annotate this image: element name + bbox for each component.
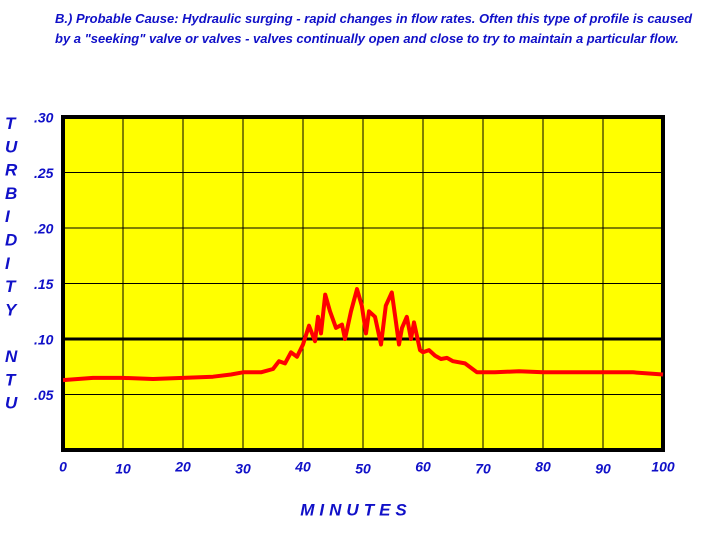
- x-tick-label: 90: [595, 461, 611, 477]
- data-line: [62, 287, 664, 383]
- x-tick-label: 50: [355, 461, 371, 477]
- y-tick-label: .20: [34, 221, 54, 237]
- y-tick-label: .15: [34, 276, 54, 292]
- chart-subtitle: by a "seeking" valve or valves - valves …: [55, 31, 679, 46]
- x-tick-label: 0: [59, 459, 67, 475]
- x-tick-label: 100: [651, 459, 675, 475]
- x-axis-label: MINUTES: [300, 500, 412, 519]
- y-tick-label: .10: [34, 332, 54, 348]
- x-tick-label: 10: [115, 461, 131, 477]
- y-tick-label: .30: [34, 110, 54, 126]
- x-tick-label: 60: [415, 459, 431, 475]
- y-tick-label: .25: [34, 165, 54, 181]
- y-tick-label: .05: [34, 387, 54, 403]
- x-tick-label: 40: [294, 459, 311, 475]
- chart-title: B.) Probable Cause: Hydraulic surging - …: [55, 11, 693, 26]
- plot-border: [61, 115, 665, 452]
- x-tick-label: 30: [235, 461, 251, 477]
- x-tick-label: 20: [174, 459, 191, 475]
- x-tick-label: 80: [535, 459, 551, 475]
- x-tick-label: 70: [475, 461, 491, 477]
